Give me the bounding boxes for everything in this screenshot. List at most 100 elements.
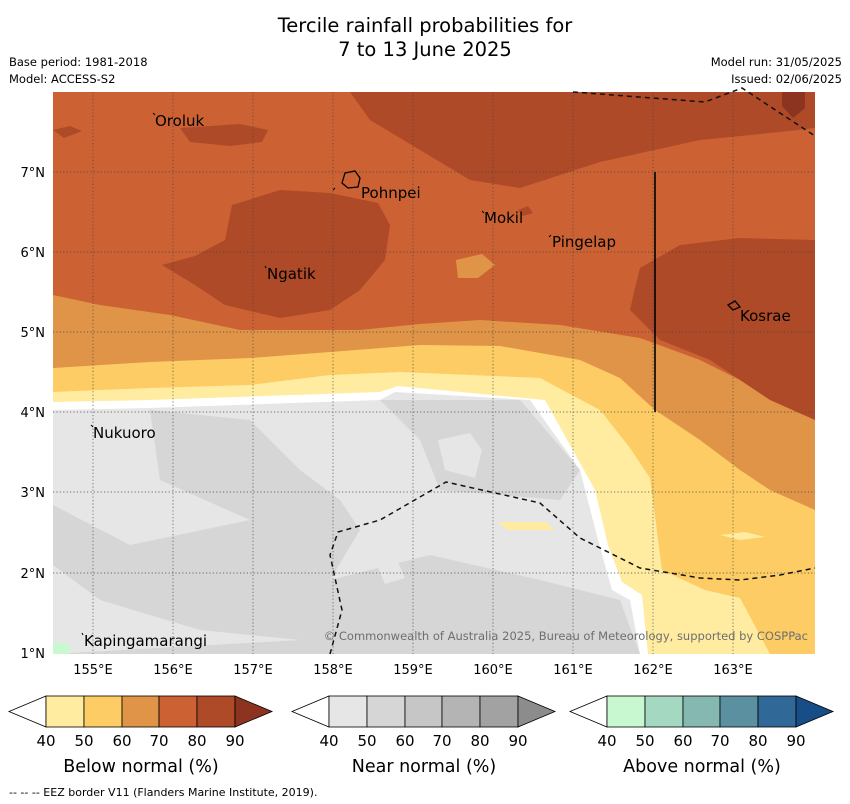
- place-label-nukuoro: Nukuoro: [93, 424, 156, 442]
- near-normal-light-strip: [53, 565, 300, 654]
- below-normal-90-zone-mokil: [518, 206, 533, 216]
- colorbar-below-tick: 40: [36, 732, 55, 750]
- below-normal-90-zone-north: [350, 92, 815, 188]
- lon-tick-159e: 159°E: [393, 663, 433, 678]
- lat-tick-4n: 4°N: [21, 406, 46, 421]
- lon-tick-158e: 158°E: [313, 663, 353, 678]
- colorbar-above-segment-1: [606, 695, 646, 728]
- lat-tick-6n: 6°N: [21, 246, 46, 261]
- place-label-pingelap: Pingelap: [552, 233, 616, 251]
- below-normal-90-zone-oroluk: [180, 124, 268, 146]
- colorbar-above-segment-5: [757, 695, 797, 728]
- kosrae-island-icon: [726, 300, 742, 311]
- pohnpei-island-icon: [341, 170, 361, 189]
- lon-tick-156e: 156°E: [153, 663, 193, 678]
- colorbar-above-lower-arrow: [568, 695, 608, 728]
- eez-footnote: -- -- -- EEZ border V11 (Flanders Marine…: [9, 786, 318, 799]
- colorbar-below-segment-4: [158, 695, 198, 728]
- colorbar-above-segment-3: [682, 695, 721, 728]
- eez-borders: [329, 87, 816, 655]
- colorbar-below-segment-2: [83, 695, 123, 728]
- place-label-ngatik: Ngatik: [267, 265, 316, 283]
- lon-axis-labels: 155°E 156°E 157°E 158°E 159°E 160°E 161°…: [73, 663, 753, 678]
- lon-tick-157e: 157°E: [233, 663, 273, 678]
- lat-tick-7n: 7°N: [21, 166, 46, 181]
- issued-date: Issued: 02/06/2025: [731, 72, 842, 86]
- colorbar-near-tick: 50: [357, 732, 376, 750]
- place-label-oroluk: Oroluk: [155, 112, 204, 130]
- colorbar-above-title: Above normal (%): [623, 757, 781, 777]
- colorbar-above-tick: 60: [673, 732, 692, 750]
- place-label-kapingamarangi: Kapingamarangi: [84, 632, 207, 650]
- eez-border-south: [329, 481, 816, 655]
- base-period: Base period: 1981-2018: [9, 55, 148, 69]
- colorbar-below-tick: 80: [187, 732, 206, 750]
- colorbar-below-segment-3: [121, 695, 160, 728]
- colorbar-below-tick: 60: [112, 732, 131, 750]
- place-label-pohnpei: Pohnpei: [361, 184, 421, 202]
- colorbar-near-tick: 60: [395, 732, 414, 750]
- below-normal-80-zone: [53, 92, 815, 420]
- colorbar-near-segment-3: [404, 695, 443, 728]
- colorbar-above-tick: 90: [786, 732, 805, 750]
- colorbar-below-segment-5: [196, 695, 236, 728]
- colorbar-near-normal: 40 50 60 70 80 90 Near normal (%): [290, 695, 557, 777]
- place-label-mokil: Mokil: [484, 209, 523, 227]
- colorbar-near-lower-arrow: [290, 695, 330, 728]
- colorbar-near-tick: 70: [432, 732, 451, 750]
- above-normal-patch: [53, 643, 70, 654]
- colorbar-below-upper-arrow: [234, 695, 274, 728]
- colorbar-below-tick: 90: [225, 732, 244, 750]
- below-normal-70-patch: [456, 254, 495, 278]
- copyright-notice: © Commonwealth of Australia 2025, Bureau…: [324, 629, 808, 643]
- model-name: Model: ACCESS-S2: [9, 72, 116, 86]
- colorbar-near-segment-5: [479, 695, 519, 728]
- colorbar-above-tick: 70: [710, 732, 729, 750]
- lat-tick-2n: 2°N: [21, 567, 46, 582]
- colorbar-below-title: Below normal (%): [63, 757, 218, 777]
- meta-left: Base period: 1981-2018 Model: ACCESS-S2: [9, 54, 148, 88]
- colorbar-near-segment-4: [441, 695, 481, 728]
- colorbar-near-tick: 80: [470, 732, 489, 750]
- map-plot: [53, 92, 815, 654]
- below-normal-90-zone-east: [630, 238, 815, 420]
- below-normal-60-zone-patch: [498, 522, 555, 530]
- colorbar-above-upper-arrow: [795, 695, 835, 728]
- map-gridlines: [53, 92, 815, 654]
- lat-tick-3n: 3°N: [21, 486, 46, 501]
- near-normal-light-patch: [438, 433, 482, 478]
- lon-tick-155e: 155°E: [73, 663, 113, 678]
- colorbar-near-title: Near normal (%): [352, 757, 497, 777]
- near-normal-light-patch-2: [378, 562, 405, 584]
- colorbar-above-tick: 50: [635, 732, 654, 750]
- colorbar-near-tick: 90: [508, 732, 527, 750]
- lon-tick-161e: 161°E: [553, 663, 593, 678]
- colorbar-near-segment-1: [328, 695, 368, 728]
- colorbar-above-tick: 80: [748, 732, 767, 750]
- colorbar-above-segment-4: [719, 695, 759, 728]
- map-title: Tercile rainfall probabilities for 7 to …: [0, 14, 850, 62]
- below-normal-60-zone-east-patch: [720, 532, 765, 540]
- meta-right: Model run: 31/05/2025 Issued: 02/06/2025: [711, 54, 842, 88]
- colorbar-below-tick: 70: [149, 732, 168, 750]
- colorbar-below-normal: 40 50 60 70 80 90 Below normal (%): [7, 695, 274, 777]
- lon-tick-163e: 163°E: [713, 663, 753, 678]
- place-label-kosrae: Kosrae: [740, 307, 791, 325]
- model-run: Model run: 31/05/2025: [710, 55, 842, 69]
- below-normal-max-patch: [782, 92, 805, 118]
- below-normal-90-zone-west: [53, 126, 82, 138]
- colorbar-above-segment-2: [644, 695, 684, 728]
- lon-tick-162e: 162°E: [633, 663, 673, 678]
- title-line-1: Tercile rainfall probabilities for: [277, 14, 573, 37]
- colorbar-near-tick: 40: [319, 732, 338, 750]
- title-line-2: 7 to 13 June 2025: [338, 38, 512, 61]
- colorbar-below-segment-1: [45, 695, 85, 728]
- colorbar-above-normal: 40 50 60 70 80 90 Above normal (%): [568, 695, 835, 777]
- lat-axis-labels: 7°N 6°N 5°N 4°N 3°N 2°N 1°N: [21, 166, 46, 662]
- island-markers: [81, 112, 552, 636]
- near-normal-50-zone: [150, 410, 360, 580]
- colorbar-above-tick: 40: [597, 732, 616, 750]
- lon-tick-160e: 160°E: [473, 663, 513, 678]
- colorbar-below-lower-arrow: [7, 695, 47, 728]
